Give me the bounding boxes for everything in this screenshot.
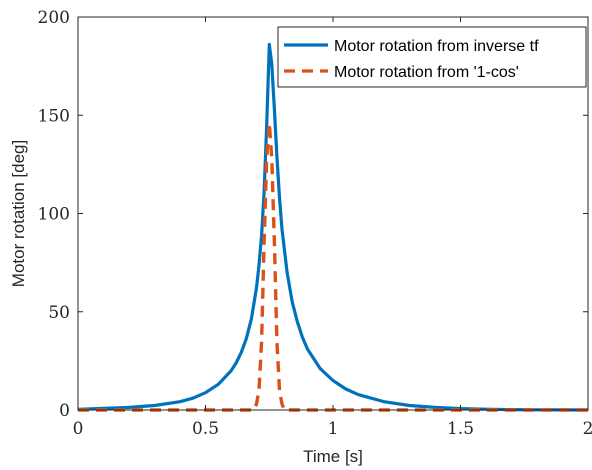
y-axis-label: Motor rotation [deg]: [9, 140, 28, 287]
legend: Motor rotation from inverse tf Motor rota…: [277, 26, 587, 88]
x-tick-label: 2: [583, 419, 592, 439]
x-tick-label: 1.5: [447, 419, 474, 439]
x-axis-label: Time [s]: [303, 447, 363, 466]
legend-label-2: Motor rotation from '1-cos': [334, 64, 519, 81]
legend-box: [277, 26, 587, 88]
y-tick-label: 150: [38, 106, 70, 126]
axis-ticks: 0 0.5 1 1.5 2 0 50 100 150 200: [38, 8, 592, 439]
x-tick-label: 1: [328, 419, 339, 439]
y-tick-label: 0: [59, 401, 70, 421]
x-tick-label: 0.5: [192, 419, 219, 439]
y-tick-label: 200: [38, 8, 70, 28]
y-tick-label: 50: [48, 303, 70, 323]
series-line-2: [78, 121, 588, 412]
series-lines: [77, 42, 589, 412]
series-line-1: [77, 42, 589, 412]
legend-label-1: Motor rotation from inverse tf: [334, 38, 539, 55]
x-tick-label: 0: [73, 419, 84, 439]
y-tick-label: 100: [38, 205, 70, 225]
